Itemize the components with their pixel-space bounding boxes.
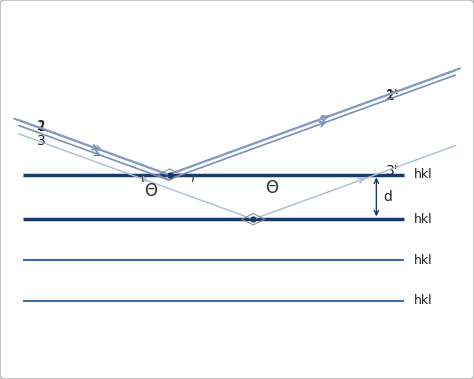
Text: hkl: hkl	[413, 294, 432, 307]
Text: 3: 3	[37, 133, 46, 147]
Text: 2': 2'	[386, 89, 398, 103]
Text: $\Theta$: $\Theta$	[265, 179, 279, 197]
Point	[166, 172, 173, 178]
Text: 2: 2	[37, 119, 46, 133]
Text: 1: 1	[37, 120, 46, 134]
Text: hkl: hkl	[413, 168, 432, 181]
Point	[249, 216, 257, 222]
Text: 1': 1'	[386, 88, 398, 102]
Text: hkl: hkl	[413, 213, 432, 226]
Text: d: d	[383, 190, 392, 204]
Text: 3': 3'	[386, 164, 398, 178]
Text: $\Theta$: $\Theta$	[144, 182, 158, 200]
Text: hkl: hkl	[413, 254, 432, 266]
